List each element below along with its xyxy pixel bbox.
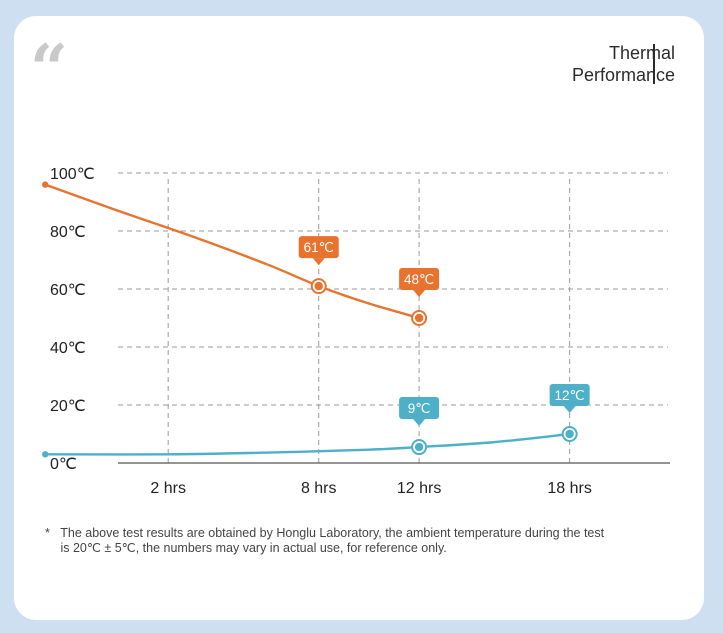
title-divider: [653, 44, 655, 84]
callout-box: [298, 236, 339, 259]
callout-pointer: [312, 258, 325, 266]
data-label: 9℃: [408, 401, 431, 416]
y-tick-label: 100℃: [50, 166, 95, 183]
data-label-callout: 12℃: [549, 384, 590, 413]
data-label: 61℃: [304, 240, 334, 255]
x-tick-label: 18 hrs: [547, 480, 591, 497]
callout-box: [399, 397, 440, 420]
quote-mark-icon: “: [30, 30, 68, 108]
data-point-dot: [314, 281, 323, 291]
callout-pointer: [413, 290, 426, 297]
data-label-callout: 9℃: [399, 397, 440, 427]
data-label: 48℃: [404, 272, 434, 287]
callout-box: [399, 268, 440, 290]
title-line-2: Performance: [571, 65, 675, 85]
callout-pointer: [563, 406, 576, 413]
title-line-1: Thermal: [608, 43, 675, 63]
y-tick-label: 80℃: [50, 224, 86, 241]
footnote: * The above test results are obtained by…: [45, 526, 665, 556]
data-point-dot: [414, 313, 424, 323]
data-point-dot: [565, 429, 574, 439]
y-tick-label: 40℃: [50, 340, 86, 357]
data-label: 12℃: [555, 388, 585, 403]
data-label-callout: 61℃: [298, 236, 339, 266]
footnote-star: *: [45, 526, 50, 540]
series-line-hot: [44, 183, 420, 320]
y-tick-label: 60℃: [50, 282, 86, 299]
chart-title: Thermal Performance: [495, 42, 675, 86]
chart-card: [14, 16, 704, 620]
series-start-point: [42, 451, 49, 458]
data-point-dot: [414, 442, 424, 452]
y-tick-label: 20℃: [50, 398, 86, 415]
footnote-line-2: is 20℃ ± 5℃, the numbers may vary in act…: [60, 541, 447, 555]
y-tick-label: 0℃: [50, 456, 77, 473]
x-tick-label: 12 hrs: [397, 480, 441, 497]
series-line-cold: [45, 432, 570, 456]
x-tick-label: 8 hrs: [301, 480, 337, 497]
callout-box: [549, 384, 590, 406]
callout-pointer: [413, 419, 426, 427]
footnote-line-1: The above test results are obtained by H…: [60, 526, 605, 540]
data-label-callout: 48℃: [399, 268, 440, 297]
series-start-point: [42, 181, 49, 188]
x-tick-label: 2 hrs: [150, 480, 186, 497]
